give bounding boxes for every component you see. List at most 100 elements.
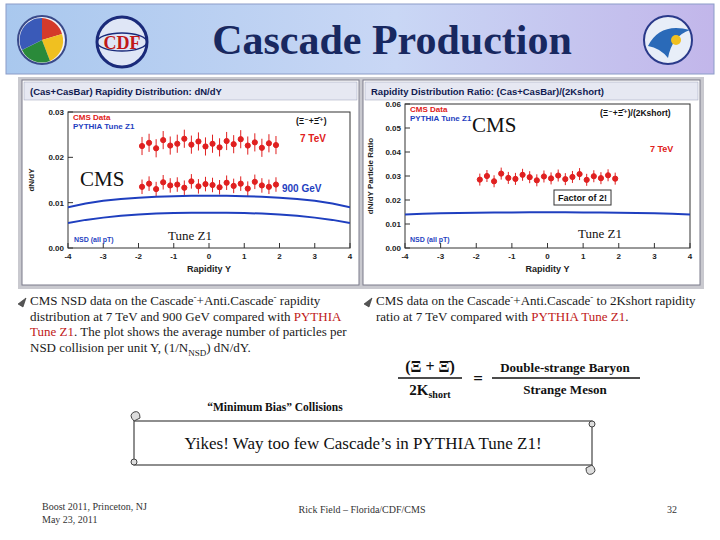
x-tick <box>103 243 104 248</box>
y-tick-label: 0.03 <box>385 172 401 181</box>
data-point <box>210 182 215 187</box>
fraction-bar <box>492 377 640 379</box>
bullet-segment: CMS data on the Cascade <box>376 293 510 308</box>
data-point <box>245 143 250 148</box>
y-tick-label: 0.00 <box>48 244 64 253</box>
data-point <box>224 180 229 185</box>
legend-entry: CMS Data <box>73 113 111 122</box>
bullet-text: CMS data on the Cascade-+Anti.Cascade- t… <box>376 293 706 324</box>
scroll-body <box>134 421 592 465</box>
scroll-curl <box>131 412 140 421</box>
x-tick <box>511 243 512 248</box>
chart: Rapidity Distribution Ratio: (Cas+CasBar… <box>363 80 700 285</box>
data-point <box>570 174 575 179</box>
chart-title: (Cas+CasBar) Rapidity Distribution: dN/d… <box>30 86 223 97</box>
data-point <box>591 174 596 179</box>
header-band <box>6 4 714 74</box>
formula-numerator: (Ξ + Ξ̄) <box>405 358 454 376</box>
chart-subtitle: (Ξ⁻+Ξ̄⁺) <box>296 116 327 126</box>
data-point <box>266 141 271 146</box>
y-axis-label: dN/dY <box>27 168 36 192</box>
slide-page: CDFCascade Production(Cas+CasBar) Rapidi… <box>0 0 720 540</box>
logo-swirl <box>648 28 690 58</box>
annotation: Tune Z1 <box>168 228 212 243</box>
chart-frame <box>363 80 700 285</box>
formula-word-numerator: Double-strange Baryon <box>500 360 630 375</box>
y-tick <box>68 157 73 158</box>
y-tick-label: 0.04 <box>385 148 401 157</box>
formula-denominator: 2Kshort <box>409 382 451 400</box>
x-tick-label: 3 <box>652 252 657 261</box>
footer-event: Boost 2011, Princeton, NJ <box>42 501 147 512</box>
bullet-segment: PYTHIA Tune Z1 <box>531 309 625 324</box>
x-tick-label: 2 <box>277 252 282 261</box>
x-tick-label: 2 <box>617 252 622 261</box>
x-tick <box>618 243 619 248</box>
y-axis-label: dN/dY Particle Ratio <box>366 138 375 214</box>
x-tick <box>138 243 139 248</box>
series-line <box>68 196 350 207</box>
y-tick <box>405 176 410 177</box>
chart-frame <box>22 80 359 285</box>
x-tick-label: 4 <box>348 252 353 261</box>
data-point <box>266 184 271 189</box>
x-tick-label: 1 <box>581 252 586 261</box>
bullet-segment: +Anti.Cascade <box>513 293 590 308</box>
y-tick-label: 0.05 <box>385 124 401 133</box>
bullet-segment: +Anti.Cascade <box>197 293 274 308</box>
data-point <box>189 179 194 184</box>
data-point <box>245 186 250 191</box>
x-axis-label: Rapidity Y <box>187 264 231 274</box>
data-point <box>168 143 173 148</box>
data-point <box>259 145 264 150</box>
annotation: 900 GeV <box>282 183 322 194</box>
data-point <box>175 141 180 146</box>
annotation: Factor of 2! <box>558 193 607 203</box>
fraction-bar <box>398 377 462 379</box>
y-tick <box>405 248 410 249</box>
right-logo <box>644 16 692 64</box>
x-tick <box>440 243 441 248</box>
logo-ring <box>97 17 147 67</box>
data-point <box>231 183 236 188</box>
x-tick-label: -3 <box>100 252 108 261</box>
y-tick <box>405 224 410 225</box>
data-point <box>499 171 504 176</box>
formula-equals: = <box>473 369 483 388</box>
slide-title: Cascade Production <box>212 17 572 63</box>
data-point <box>139 184 144 189</box>
x-tick <box>583 243 584 248</box>
data-point <box>154 146 159 151</box>
x-tick <box>654 243 655 248</box>
data-point <box>217 185 222 190</box>
x-tick-label: -3 <box>437 252 445 261</box>
bullet-segment: . <box>625 309 628 324</box>
banner-text: Yikes! Way too few Cascade’s in PYTHIA T… <box>184 434 541 453</box>
logo-sector <box>20 18 42 50</box>
x-tick-label: 0 <box>545 252 550 261</box>
scroll-banner: Yikes! Way too few Cascade’s in PYTHIA T… <box>131 412 595 475</box>
data-point <box>252 179 257 184</box>
data-point <box>520 172 525 177</box>
annotation: 7 TeV <box>300 133 326 144</box>
y-tick <box>68 248 73 249</box>
bullet-segment: - <box>590 292 593 302</box>
y-tick-label: 0.00 <box>385 244 401 253</box>
x-tick-label: 0 <box>207 252 212 261</box>
bullet-segment: - <box>274 292 277 302</box>
x-tick-label: -4 <box>401 252 409 261</box>
y-tick-label: 0.06 <box>385 100 401 109</box>
data-point <box>231 142 236 147</box>
data-group <box>68 130 350 223</box>
x-tick <box>314 243 315 248</box>
plot-frame <box>405 104 690 248</box>
chart-title-bar <box>24 82 357 100</box>
y-tick <box>405 200 410 201</box>
x-tick <box>476 243 477 248</box>
x-axis-label: Rapidity Y <box>526 264 570 274</box>
y-tick-label: 0.02 <box>385 196 401 205</box>
y-tick-label: 0.01 <box>48 199 64 208</box>
data-point <box>146 140 151 145</box>
data-point <box>175 182 180 187</box>
bullet-segment: NSD <box>188 347 206 357</box>
